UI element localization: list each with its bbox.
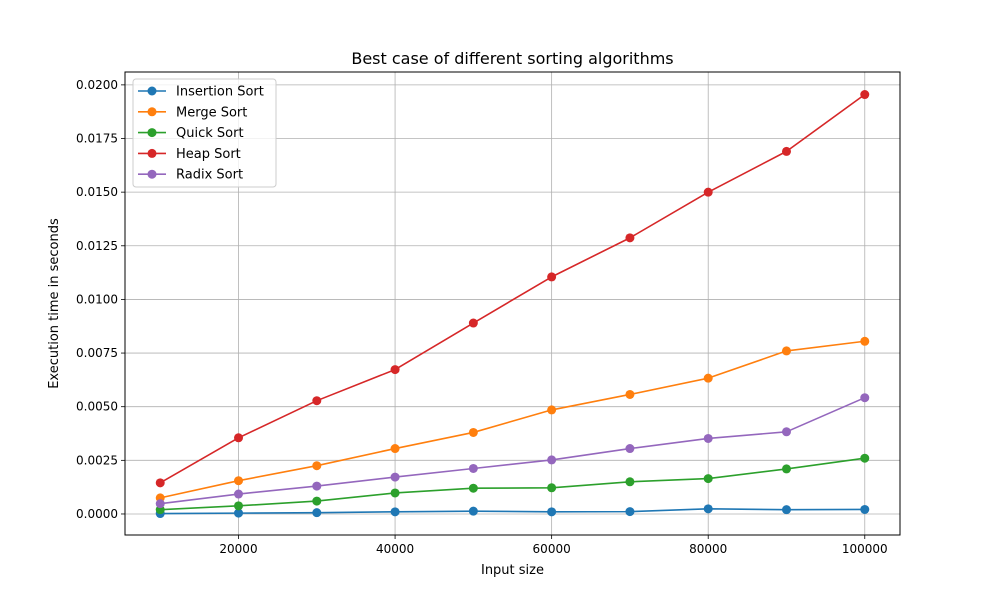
data-point: [547, 405, 557, 415]
series-line: [160, 340, 865, 499]
legend-item: Quick Sort: [138, 126, 244, 141]
x-tick-label: 60000: [533, 542, 571, 556]
y-tick-label: 0.0075: [76, 346, 118, 360]
y-tick-label: 0.0000: [76, 507, 118, 521]
y-tick-label: 0.0150: [76, 185, 118, 199]
legend: Insertion Sort Merge Sort Quick Sort Heap S…: [132, 78, 277, 188]
series-quick-sort: [155, 453, 870, 515]
series-line: [160, 457, 865, 511]
y-tick-label: 0.0175: [76, 132, 118, 146]
series-line: [160, 508, 865, 515]
data-point: [703, 433, 713, 443]
data-point: [390, 472, 400, 482]
data-point: [390, 365, 400, 375]
series-heap-sort: [155, 90, 870, 488]
chart-title: Best case of different sorting algorithm…: [351, 49, 673, 68]
x-axis-label: Input size: [481, 563, 544, 578]
legend-swatch-marker: [147, 86, 157, 96]
x-tick-label: 40000: [376, 542, 414, 556]
legend-box: [132, 78, 277, 188]
data-point: [468, 427, 478, 437]
data-point: [625, 477, 635, 487]
legend-label: Quick Sort: [176, 126, 244, 141]
y-axis-label: Execution time in seconds: [47, 218, 62, 389]
data-point: [547, 455, 557, 465]
data-point: [312, 396, 322, 406]
data-point: [625, 233, 635, 243]
data-point: [860, 90, 870, 100]
data-point: [155, 499, 165, 509]
data-point: [234, 508, 244, 518]
data-point: [312, 481, 322, 491]
series-line: [159, 93, 866, 484]
y-tick-label: 0.0125: [76, 239, 118, 253]
data-point: [234, 476, 244, 486]
x-tick-label: 80000: [689, 542, 727, 556]
x-tick-label: 100000: [842, 542, 888, 556]
data-point: [625, 507, 635, 517]
data-point: [312, 496, 322, 506]
y-tick-label: 0.0100: [76, 292, 118, 306]
data-point: [312, 461, 322, 471]
legend-label: Insertion Sort: [176, 85, 264, 100]
data-point: [468, 463, 478, 473]
tick-layer: 20000 40000 60000 80000 100000 0.0000 0.0025 0.…: [76, 78, 888, 556]
data-point: [703, 504, 713, 514]
data-point: [860, 393, 870, 403]
legend-label: Radix Sort: [176, 168, 243, 183]
x-tick-label: 20000: [219, 542, 257, 556]
legend-item: Radix Sort: [138, 168, 243, 183]
data-point: [390, 507, 400, 517]
data-point: [860, 336, 870, 346]
data-point: [860, 453, 870, 463]
data-point: [703, 474, 713, 484]
series-insertion-sort: [155, 504, 870, 519]
data-point: [390, 444, 400, 454]
data-point: [860, 504, 870, 514]
data-point: [547, 483, 557, 493]
legend-swatch-marker: [147, 148, 157, 158]
legend-swatch-marker: [147, 107, 157, 117]
legend-label: Heap Sort: [176, 147, 241, 162]
legend-item: Merge Sort: [138, 105, 247, 120]
data-point: [703, 187, 713, 197]
legend-item: Insertion Sort: [138, 85, 264, 100]
legend-label: Merge Sort: [176, 105, 247, 120]
data-point: [468, 506, 478, 516]
y-tick-label: 0.0050: [76, 400, 118, 414]
data-point: [703, 373, 713, 383]
y-tick-label: 0.0025: [76, 453, 118, 467]
data-point: [781, 464, 791, 474]
data-point: [155, 478, 165, 488]
data-point: [547, 507, 557, 517]
series-radix-sort: [155, 393, 870, 509]
y-tick-label: 0.0200: [76, 78, 118, 92]
data-point: [468, 483, 478, 493]
data-point: [781, 146, 791, 156]
plot-frame: [124, 71, 901, 536]
data-point: [468, 318, 478, 328]
data-point: [312, 508, 322, 518]
series-layer: [155, 90, 870, 519]
data-point: [625, 389, 635, 399]
data-point: [390, 488, 400, 498]
data-point: [234, 501, 244, 511]
legend-item: Heap Sort: [138, 147, 241, 162]
series-merge-sort: [155, 336, 870, 503]
data-point: [781, 346, 791, 356]
data-point: [781, 505, 791, 515]
data-point: [234, 433, 244, 443]
legend-swatch-marker: [147, 128, 157, 138]
data-point: [234, 489, 244, 499]
data-point: [547, 272, 557, 282]
data-point: [625, 444, 635, 454]
series-line: [160, 396, 866, 505]
data-point: [781, 427, 791, 437]
legend-swatch-marker: [147, 169, 157, 179]
